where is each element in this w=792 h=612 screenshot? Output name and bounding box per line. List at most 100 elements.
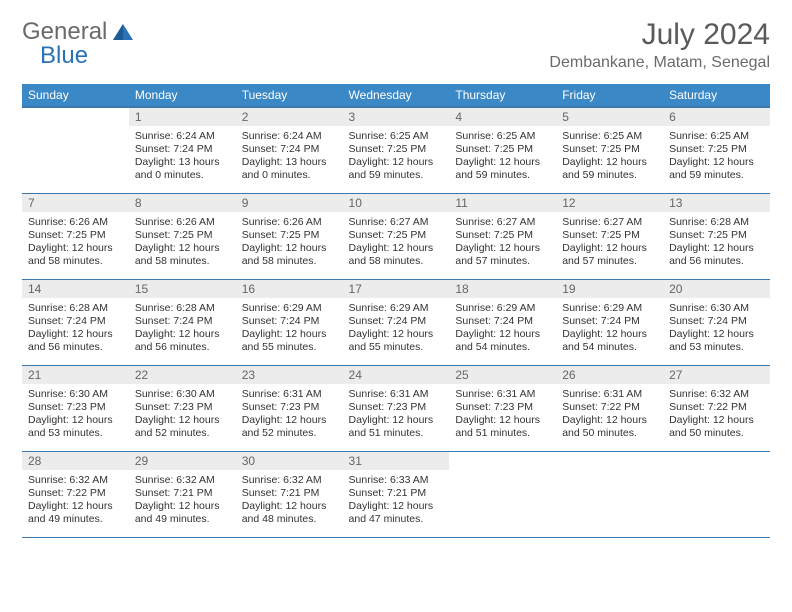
sunset-line: Sunset: 7:21 PM xyxy=(349,487,444,500)
calendar-cell: 11Sunrise: 6:27 AMSunset: 7:25 PMDayligh… xyxy=(449,193,556,279)
calendar-cell: 15Sunrise: 6:28 AMSunset: 7:24 PMDayligh… xyxy=(129,279,236,365)
day-number: 19 xyxy=(556,280,663,298)
day-number: 27 xyxy=(663,366,770,384)
daylight-line: Daylight: 12 hours and 48 minutes. xyxy=(242,500,337,526)
day-body: Sunrise: 6:27 AMSunset: 7:25 PMDaylight:… xyxy=(556,212,663,275)
sunrise-line: Sunrise: 6:27 AM xyxy=(455,216,550,229)
daylight-line: Daylight: 12 hours and 54 minutes. xyxy=(455,328,550,354)
daylight-line: Daylight: 12 hours and 53 minutes. xyxy=(28,414,123,440)
daylight-line: Daylight: 13 hours and 0 minutes. xyxy=(135,156,230,182)
calendar-cell: 20Sunrise: 6:30 AMSunset: 7:24 PMDayligh… xyxy=(663,279,770,365)
daylight-line: Daylight: 12 hours and 59 minutes. xyxy=(669,156,764,182)
calendar-cell xyxy=(449,451,556,537)
day-number: 5 xyxy=(556,108,663,126)
daylight-line: Daylight: 12 hours and 55 minutes. xyxy=(242,328,337,354)
day-body: Sunrise: 6:31 AMSunset: 7:23 PMDaylight:… xyxy=(236,384,343,447)
sunrise-line: Sunrise: 6:25 AM xyxy=(455,130,550,143)
sunset-line: Sunset: 7:24 PM xyxy=(349,315,444,328)
sunrise-line: Sunrise: 6:25 AM xyxy=(562,130,657,143)
calendar-cell: 28Sunrise: 6:32 AMSunset: 7:22 PMDayligh… xyxy=(22,451,129,537)
calendar-cell xyxy=(22,107,129,193)
day-body: Sunrise: 6:24 AMSunset: 7:24 PMDaylight:… xyxy=(236,126,343,189)
daylight-line: Daylight: 12 hours and 50 minutes. xyxy=(669,414,764,440)
day-number: 9 xyxy=(236,194,343,212)
day-number: 7 xyxy=(22,194,129,212)
sunrise-line: Sunrise: 6:26 AM xyxy=(28,216,123,229)
header: General July 2024 Dembankane, Matam, Sen… xyxy=(22,18,770,72)
sunset-line: Sunset: 7:23 PM xyxy=(349,401,444,414)
sunset-line: Sunset: 7:24 PM xyxy=(669,315,764,328)
sunrise-line: Sunrise: 6:31 AM xyxy=(242,388,337,401)
calendar-row: 7Sunrise: 6:26 AMSunset: 7:25 PMDaylight… xyxy=(22,193,770,279)
calendar-cell: 27Sunrise: 6:32 AMSunset: 7:22 PMDayligh… xyxy=(663,365,770,451)
sunset-line: Sunset: 7:24 PM xyxy=(562,315,657,328)
sunrise-line: Sunrise: 6:32 AM xyxy=(242,474,337,487)
daylight-line: Daylight: 13 hours and 0 minutes. xyxy=(242,156,337,182)
daylight-line: Daylight: 12 hours and 58 minutes. xyxy=(135,242,230,268)
day-body: Sunrise: 6:33 AMSunset: 7:21 PMDaylight:… xyxy=(343,470,450,533)
sunrise-line: Sunrise: 6:30 AM xyxy=(135,388,230,401)
day-number: 26 xyxy=(556,366,663,384)
sunset-line: Sunset: 7:25 PM xyxy=(562,143,657,156)
location: Dembankane, Matam, Senegal xyxy=(549,54,770,72)
calendar-cell: 3Sunrise: 6:25 AMSunset: 7:25 PMDaylight… xyxy=(343,107,450,193)
sunset-line: Sunset: 7:24 PM xyxy=(135,315,230,328)
calendar-cell: 9Sunrise: 6:26 AMSunset: 7:25 PMDaylight… xyxy=(236,193,343,279)
sunrise-line: Sunrise: 6:29 AM xyxy=(455,302,550,315)
calendar-row: 1Sunrise: 6:24 AMSunset: 7:24 PMDaylight… xyxy=(22,107,770,193)
day-number: 22 xyxy=(129,366,236,384)
sunrise-line: Sunrise: 6:28 AM xyxy=(669,216,764,229)
sunset-line: Sunset: 7:25 PM xyxy=(562,229,657,242)
day-number: 18 xyxy=(449,280,556,298)
day-body: Sunrise: 6:31 AMSunset: 7:23 PMDaylight:… xyxy=(449,384,556,447)
day-number: 4 xyxy=(449,108,556,126)
sunset-line: Sunset: 7:25 PM xyxy=(349,229,444,242)
sunset-line: Sunset: 7:25 PM xyxy=(349,143,444,156)
sunset-line: Sunset: 7:22 PM xyxy=(28,487,123,500)
calendar-cell xyxy=(663,451,770,537)
day-number: 17 xyxy=(343,280,450,298)
calendar-cell: 5Sunrise: 6:25 AMSunset: 7:25 PMDaylight… xyxy=(556,107,663,193)
day-number: 30 xyxy=(236,452,343,470)
calendar-cell: 7Sunrise: 6:26 AMSunset: 7:25 PMDaylight… xyxy=(22,193,129,279)
calendar-cell: 8 Sunrise: 6:26 AMSunset: 7:25 PMDaylight… xyxy=(129,193,236,279)
daylight-line: Daylight: 12 hours and 58 minutes. xyxy=(242,242,337,268)
calendar-cell: 14Sunrise: 6:28 AMSunset: 7:24 PMDayligh… xyxy=(22,279,129,365)
daylight-line: Daylight: 12 hours and 56 minutes. xyxy=(669,242,764,268)
calendar-table: Sunday Monday Tuesday Wednesday Thursday… xyxy=(22,84,770,538)
day-body: Sunrise: 6:25 AMSunset: 7:25 PMDaylight:… xyxy=(556,126,663,189)
sunrise-line: Sunrise: 6:29 AM xyxy=(562,302,657,315)
sunset-line: Sunset: 7:25 PM xyxy=(135,229,230,242)
day-number: 12 xyxy=(556,194,663,212)
calendar-cell: 4Sunrise: 6:25 AMSunset: 7:25 PMDaylight… xyxy=(449,107,556,193)
calendar-cell: 29Sunrise: 6:32 AMSunset: 7:21 PMDayligh… xyxy=(129,451,236,537)
daylight-line: Daylight: 12 hours and 50 minutes. xyxy=(562,414,657,440)
calendar-cell: 19 Sunrise: 6:29 AMSunset: 7:24 PMDayligh… xyxy=(556,279,663,365)
daylight-line: Daylight: 12 hours and 58 minutes. xyxy=(28,242,123,268)
sunrise-line: Sunrise: 6:31 AM xyxy=(562,388,657,401)
day-number: 10 xyxy=(343,194,450,212)
day-number: 31 xyxy=(343,452,450,470)
day-body: Sunrise: 6:25 AMSunset: 7:25 PMDaylight:… xyxy=(343,126,450,189)
sunrise-line: Sunrise: 6:25 AM xyxy=(669,130,764,143)
day-number: 23 xyxy=(236,366,343,384)
day-number: 8 xyxy=(129,194,236,212)
daylight-line: Daylight: 12 hours and 47 minutes. xyxy=(349,500,444,526)
day-number: 1 xyxy=(129,108,236,126)
weekday-tuesday: Tuesday xyxy=(236,84,343,107)
day-body: Sunrise: 6:32 AMSunset: 7:22 PMDaylight:… xyxy=(663,384,770,447)
sunrise-line: Sunrise: 6:32 AM xyxy=(135,474,230,487)
sunrise-line: Sunrise: 6:26 AM xyxy=(135,216,230,229)
weekday-sunday: Sunday xyxy=(22,84,129,107)
day-body: Sunrise: 6:24 AMSunset: 7:24 PMDaylight:… xyxy=(129,126,236,189)
sunrise-line: Sunrise: 6:30 AM xyxy=(28,388,123,401)
day-number: 29 xyxy=(129,452,236,470)
day-number: 3 xyxy=(343,108,450,126)
daylight-line: Daylight: 12 hours and 52 minutes. xyxy=(242,414,337,440)
sunrise-line: Sunrise: 6:24 AM xyxy=(135,130,230,143)
daylight-line: Daylight: 12 hours and 54 minutes. xyxy=(562,328,657,354)
calendar-cell: 2Sunrise: 6:24 AMSunset: 7:24 PMDaylight… xyxy=(236,107,343,193)
calendar-body: 1Sunrise: 6:24 AMSunset: 7:24 PMDaylight… xyxy=(22,107,770,537)
sunset-line: Sunset: 7:25 PM xyxy=(669,229,764,242)
day-number: 24 xyxy=(343,366,450,384)
